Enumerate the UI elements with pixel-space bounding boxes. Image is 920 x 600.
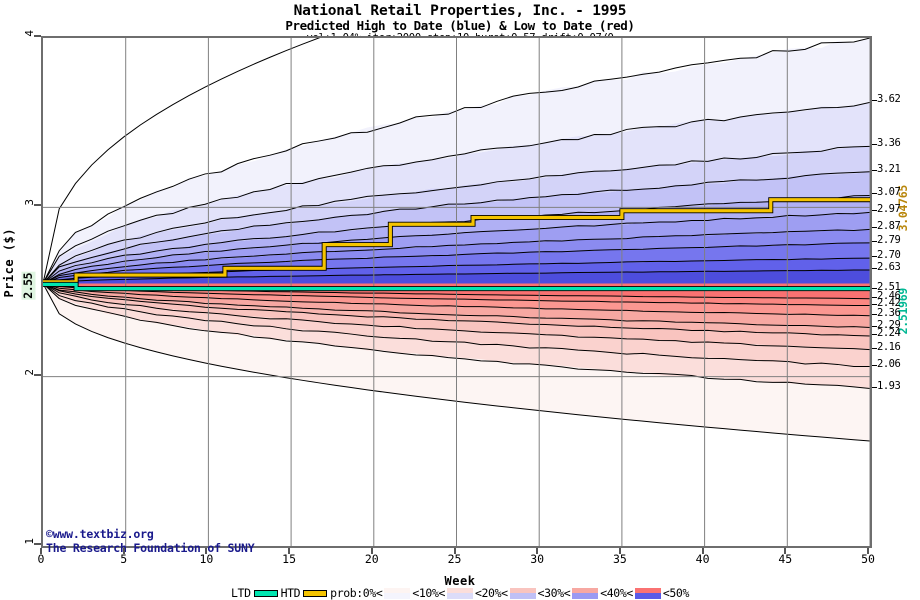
right-axis-value-2.42: 2.42 [877,296,901,309]
right-tick-mark [872,144,877,146]
x-tick-mark [40,548,42,554]
legend-prob-swatch-1 [384,587,411,599]
y-tick-mark [34,35,41,37]
right-axis-value-2.29: 2.29 [877,318,901,331]
x-tick-mark [618,548,621,554]
x-tick-15: 15 [282,552,297,566]
legend-prob-swatch-2 [447,587,473,599]
right-tick-mark [872,193,877,195]
legend-ltd-swatch [253,589,278,597]
right-tick-mark [872,267,877,269]
origin-price-tag: 2.55 [21,272,36,300]
legend-prob-step-1: <10%< [412,586,445,600]
right-tick-mark [872,100,877,102]
right-axis-value-2.63: 2.63 [877,260,901,273]
credits-line-1: ©www.textbiz.org [46,527,154,541]
x-tick-mark [122,548,125,554]
x-tick-20: 20 [364,552,379,566]
right-axis-value-2.46: 2.46 [877,289,901,302]
y-tick-mark [34,373,41,376]
right-tick-mark [872,288,877,290]
right-axis-value-2.87: 2.87 [877,220,901,233]
x-tick-mark [536,548,539,554]
y-tick-mark [34,543,41,545]
right-tick-mark [872,210,877,212]
y-tick-mark [34,204,41,207]
y-axis-label: Price ($) [2,228,16,298]
legend-prob-swatch-4 [572,587,599,599]
x-tick-mark [453,548,456,554]
credits-line-2: The Research Foundation of SUNY [46,541,255,556]
right-axis-value-2.97: 2.97 [877,203,901,216]
legend-prob-step-3: <30%< [537,586,571,600]
x-tick-10: 10 [199,552,214,566]
x-tick-40: 40 [695,552,710,566]
x-tick-mark [701,548,704,554]
x-axis-label: Week [444,574,476,588]
right-tick-mark [872,325,877,327]
legend-prob-step-4: <40%< [600,586,633,600]
x-tick-mark [370,548,373,554]
right-tick-mark [872,256,877,258]
credits: ©www.textbiz.org The Research Foundation… [46,527,255,556]
right-axis-value-2.51: 2.51 [877,281,901,294]
chart-canvas [43,38,870,546]
legend-htd-swatch [303,589,328,597]
right-tick-mark [872,386,877,388]
x-tick-50: 50 [861,552,875,566]
right-tick-mark [872,169,877,171]
x-tick-35: 35 [612,552,627,566]
right-tick-mark [872,227,877,229]
right-tick-mark [872,240,877,242]
legend-htd-label: HTD [280,586,301,600]
right-axis-value-2.16: 2.16 [877,340,901,353]
legend-prob-step-2: <20%< [475,586,508,600]
right-axis-value-3.62: 3.62 [877,93,901,106]
legend-prob-step-5: <50% [662,586,690,600]
x-tick-0: 0 [37,552,45,566]
plot-area [41,36,872,548]
right-axis-value-2.79: 2.79 [877,233,901,246]
x-tick-30: 30 [530,552,545,566]
legend-prob-swatch-3 [509,587,536,599]
x-tick-mark [867,548,869,554]
chart-legend: LTD HTD prob:0%< <10%< <20%< <30%< <40%< <50% [0,586,920,600]
right-tick-mark [872,313,877,315]
x-tick-mark [784,548,787,554]
x-tick-mark [205,548,208,554]
legend-prob-swatch-5 [634,587,661,599]
legend-prob-label: prob:0%< [330,586,383,600]
right-axis-value-2.24: 2.24 [877,327,901,340]
right-tick-mark [872,334,877,336]
chart-subtitle: Predicted High to Date (blue) & Low to D… [285,18,635,33]
right-axis-value-1.93: 1.93 [877,379,901,392]
right-axis-value-2.36: 2.36 [877,306,901,319]
right-tick-mark [872,364,877,366]
right-axis-value-2.06: 2.06 [877,357,901,370]
x-tick-25: 25 [447,552,462,566]
right-tick-mark [872,347,877,349]
x-tick-45: 45 [778,552,793,566]
right-tick-mark [872,296,877,298]
x-tick-5: 5 [120,552,128,566]
right-tick-mark [872,303,877,305]
legend-ltd-label: LTD [231,586,251,600]
right-axis-value-3.07: 3.07 [877,186,901,199]
x-tick-mark [288,548,291,554]
right-axis-value-3.21: 3.21 [877,162,901,175]
page-title: National Retail Properties, Inc. - 1995 [293,3,627,19]
right-axis-value-3.36: 3.36 [877,137,901,150]
right-axis-value-2.70: 2.70 [877,249,901,262]
